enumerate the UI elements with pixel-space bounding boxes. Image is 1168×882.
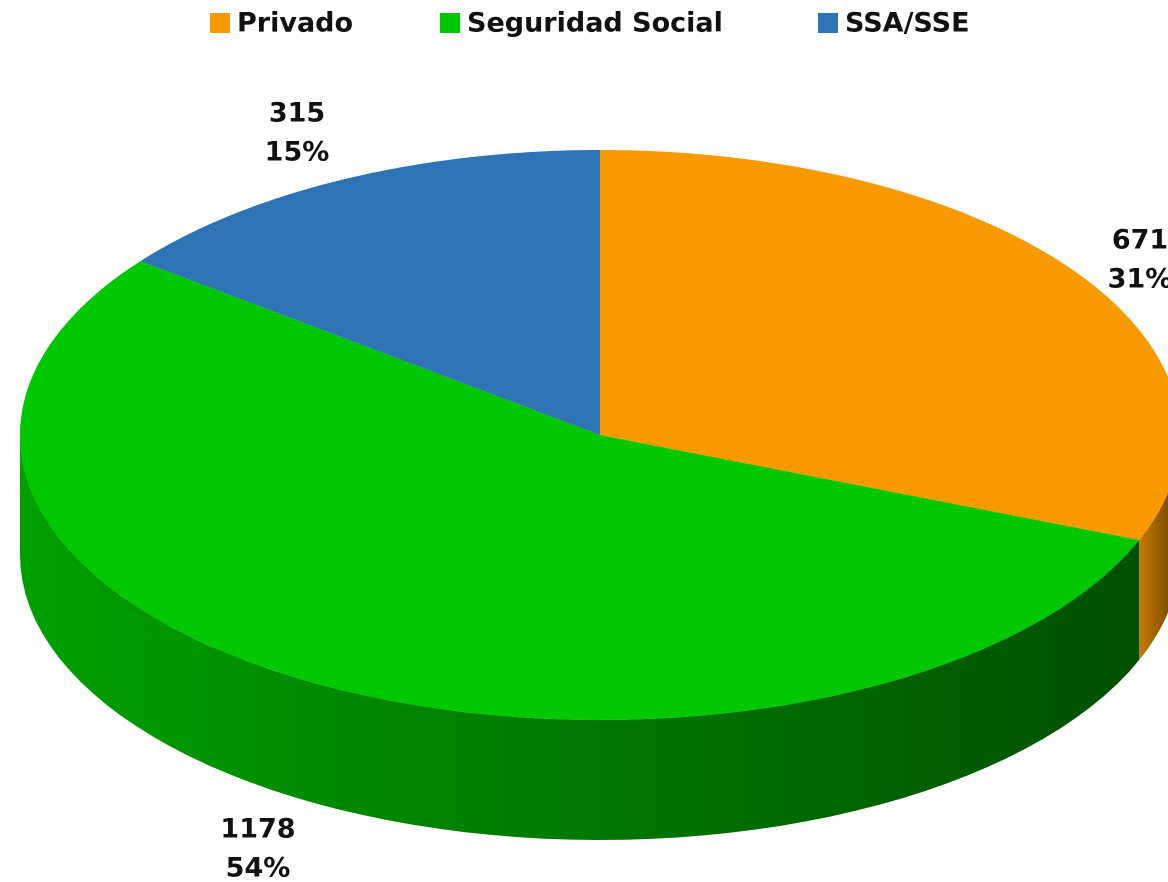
percent-label: 31%	[1108, 264, 1168, 295]
data-label: 671	[1112, 225, 1168, 256]
legend-swatch	[440, 13, 460, 33]
percent-label: 54%	[226, 853, 291, 882]
pie-slice	[20, 261, 1140, 720]
legend-label: SSA/SSE	[845, 8, 970, 39]
pie-side	[1139, 492, 1168, 660]
percent-label: 15%	[265, 137, 330, 168]
pie-side	[20, 435, 1140, 840]
pie-slice	[140, 150, 600, 435]
legend-swatch	[818, 13, 838, 33]
data-label: 315	[269, 98, 325, 129]
legend-label: Seguridad Social	[467, 8, 723, 39]
legend-label: Privado	[237, 8, 353, 39]
data-label: 1178	[220, 814, 295, 845]
legend-swatch	[210, 13, 230, 33]
pie-slice	[600, 150, 1168, 540]
